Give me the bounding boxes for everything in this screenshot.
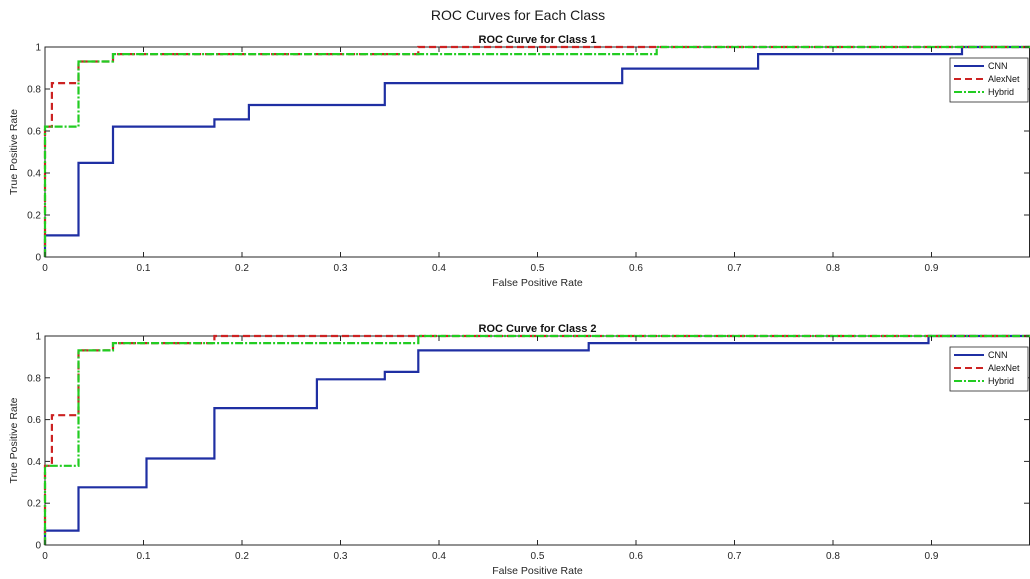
legend: CNN AlexNet Hybrid — [949, 57, 1029, 103]
series-line-hybrid — [43, 334, 1030, 545]
y-tick-label: 1 — [35, 332, 41, 343]
y-tick-label: 0.6 — [27, 127, 41, 138]
x-tick-label: 0 — [42, 263, 48, 274]
y-tick-label: 0.8 — [27, 85, 41, 96]
x-tick-label: 0.6 — [629, 263, 643, 274]
y-tick-label: 0.4 — [27, 457, 41, 468]
y-axis-label: True Positive Rate — [8, 397, 20, 483]
x-tick-label: 0.2 — [235, 551, 249, 562]
figure-title: ROC Curves for Each Class — [431, 7, 605, 23]
series-line-cnn — [43, 45, 1030, 257]
y-tick-label: 0.8 — [27, 373, 41, 384]
y-tick-label: 0 — [35, 253, 41, 264]
y-tick-label: 1 — [35, 43, 41, 54]
y-tick-label: 0.4 — [27, 169, 41, 180]
x-tick-label: 0.1 — [137, 263, 151, 274]
legend: CNN AlexNet Hybrid — [949, 346, 1029, 392]
x-axis-label: False Positive Rate — [492, 565, 583, 577]
y-tick-label: 0 — [35, 541, 41, 552]
x-tick-label: 0 — [42, 551, 48, 562]
x-tick-label: 0.7 — [728, 551, 742, 562]
x-tick-label: 0.3 — [334, 551, 348, 562]
x-tick-label: 0.2 — [235, 263, 249, 274]
x-tick-label: 0.8 — [826, 263, 840, 274]
x-tick-label: 0.6 — [629, 551, 643, 562]
x-tick-label: 0.1 — [137, 551, 151, 562]
x-tick-label: 0.5 — [531, 263, 545, 274]
x-tick-label: 0.4 — [432, 263, 446, 274]
roc-panel-class-1: 0 0.1 0.2 0.3 0.4 0.5 0.6 0.7 0.8 0.9 0 0.2 0.4 0.6 0.… — [8, 34, 1030, 289]
legend-label-hybrid: Hybrid — [988, 376, 1014, 386]
legend-label-cnn: CNN — [988, 61, 1008, 71]
legend-label-alexnet: AlexNet — [988, 363, 1020, 373]
legend-label-alexnet: AlexNet — [988, 74, 1020, 84]
x-axis-label: False Positive Rate — [492, 277, 583, 289]
y-tick-label: 0.6 — [27, 415, 41, 426]
y-tick-label: 0.2 — [27, 499, 41, 510]
y-axis-label: True Positive Rate — [8, 109, 20, 195]
x-tick-label: 0.9 — [925, 263, 939, 274]
y-tick-label: 0.2 — [27, 211, 41, 222]
x-tick-label: 0.5 — [531, 551, 545, 562]
x-tick-label: 0.4 — [432, 551, 446, 562]
legend-label-cnn: CNN — [988, 350, 1008, 360]
roc-panel-class-2: 0 0.1 0.2 0.3 0.4 0.5 0.6 0.7 0.8 0.9 0 0.2 0.4 0.6 0.… — [8, 323, 1030, 577]
series-line-hybrid — [43, 45, 1030, 257]
x-tick-label: 0.3 — [334, 263, 348, 274]
plot-area — [44, 335, 1030, 546]
series-line-cnn — [43, 334, 1030, 545]
series-line-alexnet — [43, 334, 1030, 545]
panel-title: ROC Curve for Class 1 — [479, 34, 597, 46]
x-tick-label: 0.7 — [728, 263, 742, 274]
x-tick-label: 0.9 — [925, 551, 939, 562]
plot-area — [44, 46, 1030, 258]
panel-title: ROC Curve for Class 2 — [479, 323, 597, 335]
legend-label-hybrid: Hybrid — [988, 87, 1014, 97]
x-tick-label: 0.8 — [826, 551, 840, 562]
